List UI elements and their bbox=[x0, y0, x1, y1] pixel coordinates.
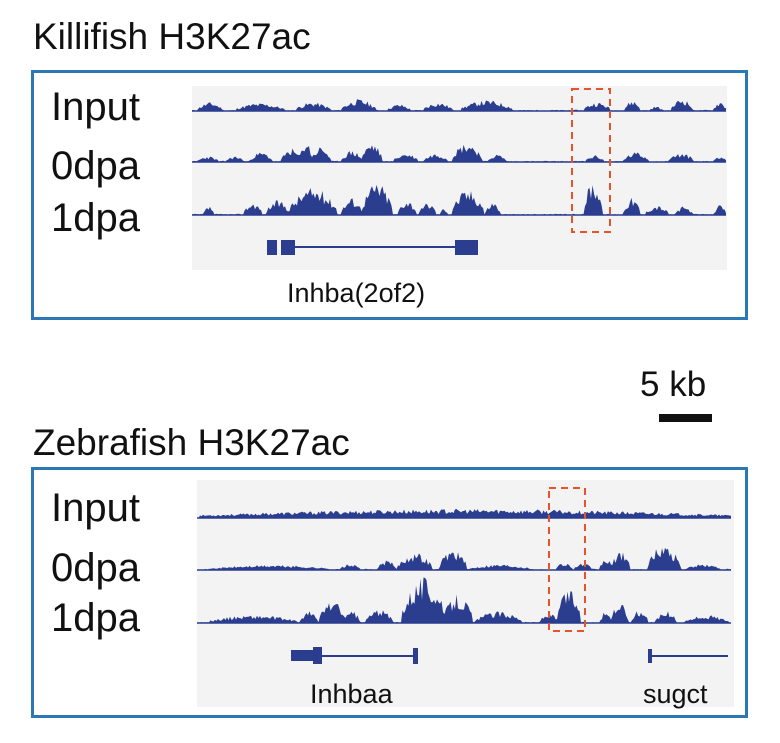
killifish-gene-label: Inhba(2of2) bbox=[287, 278, 426, 308]
killifish-label-input: Input bbox=[51, 85, 140, 129]
zebrafish-gene-model-sugct bbox=[648, 649, 728, 663]
scale-label: 5 kb bbox=[640, 365, 707, 404]
zebrafish-gene-model-inhbaa bbox=[291, 647, 418, 664]
zebrafish-gene-label-sugct: sugct bbox=[643, 679, 708, 709]
zebrafish-highlight-box bbox=[548, 487, 586, 632]
zebrafish-0dpa-signal bbox=[197, 547, 731, 570]
zebrafish-1dpa-signal bbox=[197, 577, 731, 623]
sugct-exon-1 bbox=[648, 649, 652, 663]
killifish-exon-1 bbox=[267, 240, 277, 255]
zebrafish-input-signal bbox=[197, 509, 731, 518]
killifish-exon-2 bbox=[281, 240, 295, 255]
killifish-exon-3 bbox=[455, 240, 478, 255]
killifish-1dpa-signal bbox=[192, 184, 726, 215]
killifish-label-0dpa: 0dpa bbox=[51, 144, 140, 188]
killifish-highlight-box bbox=[571, 88, 611, 233]
zebrafish-label-1dpa: 1dpa bbox=[51, 596, 140, 640]
zebrafish-exon-2 bbox=[313, 647, 322, 664]
killifish-gene-model bbox=[267, 240, 478, 255]
zebrafish-label-0dpa: 0dpa bbox=[51, 546, 140, 590]
zebrafish-title: Zebrafish H3K27ac bbox=[33, 422, 350, 463]
zebrafish-gene-label-inhbaa: Inhbaa bbox=[310, 679, 393, 709]
zebrafish-label-input: Input bbox=[51, 486, 140, 530]
killifish-label-1dpa: 1dpa bbox=[51, 196, 140, 240]
killifish-input-signal bbox=[192, 99, 726, 111]
killifish-0dpa-signal bbox=[192, 144, 726, 162]
zebrafish-exon-3 bbox=[413, 648, 418, 664]
zebrafish-exon-1 bbox=[291, 650, 313, 661]
scale-bar bbox=[659, 414, 712, 422]
killifish-track-area bbox=[192, 86, 727, 270]
killifish-title: Killifish H3K27ac bbox=[33, 16, 311, 57]
